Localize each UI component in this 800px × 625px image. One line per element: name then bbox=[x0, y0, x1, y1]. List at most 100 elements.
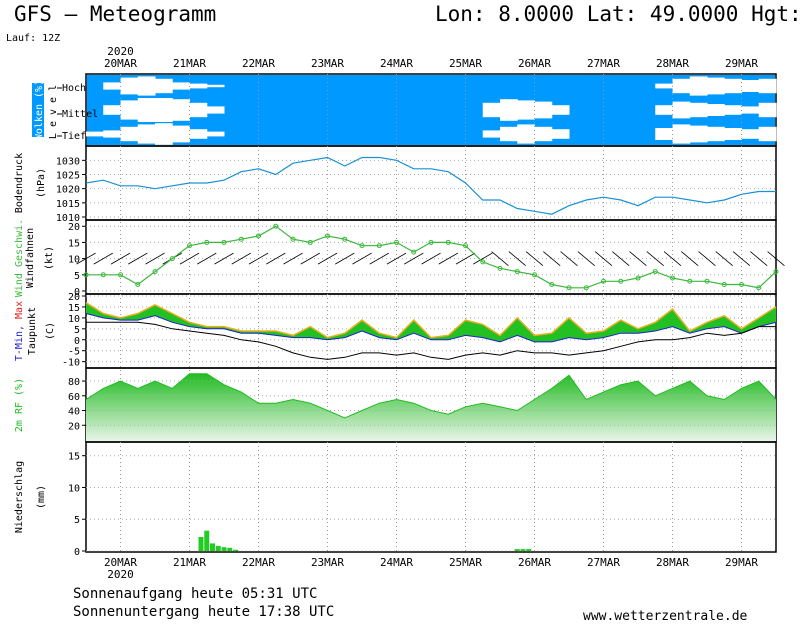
cloud-cell-tief-7 bbox=[206, 131, 225, 137]
wind-barb-34 bbox=[663, 251, 682, 266]
cloud-cell-tief-34 bbox=[672, 124, 691, 144]
cloud-cell-tief-37 bbox=[724, 128, 742, 140]
precip-bar-8 bbox=[520, 549, 526, 551]
cloud-cell-hoch-4 bbox=[155, 78, 173, 94]
wind-barb-35 bbox=[681, 251, 699, 266]
wind-tick-label-3: 15 bbox=[68, 238, 80, 249]
cloud-cell-hoch-39 bbox=[758, 78, 777, 94]
precip-bar-9 bbox=[526, 549, 532, 551]
wind-barb-12 bbox=[283, 252, 303, 265]
wind-speed-point-10 bbox=[256, 233, 261, 239]
wind-ylabel2: Windfahnen bbox=[25, 228, 36, 288]
precip-unit-group: (mm) bbox=[36, 485, 47, 509]
wind-speed-point-18 bbox=[394, 239, 399, 245]
wind-barb-4 bbox=[145, 252, 165, 265]
cloud-ylabel: Wolken (%) bbox=[34, 80, 45, 140]
cloud-cell-mittel-23 bbox=[482, 102, 501, 118]
location-coordinates: Lon: 8.0000 Lat: 49.0000 Hgt: 18 bbox=[435, 2, 800, 26]
wind-speed-point-37 bbox=[721, 282, 727, 288]
cloud-cell-tief-1 bbox=[103, 130, 121, 138]
wind-barb-9 bbox=[231, 252, 251, 265]
wind-barb-24 bbox=[491, 251, 509, 266]
wind-barb-10 bbox=[248, 252, 269, 265]
wind-barb-0 bbox=[76, 252, 96, 265]
wind-barb-23 bbox=[473, 252, 493, 265]
wind-speed-line bbox=[86, 225, 777, 289]
cloud-cell-tief-3 bbox=[137, 124, 156, 144]
cloud-cell-hoch-35 bbox=[689, 76, 708, 96]
wind-speed-point-39 bbox=[756, 285, 762, 291]
cloud-cell-mittel-37 bbox=[724, 105, 742, 115]
cloud-cell-mittel-24 bbox=[500, 99, 518, 121]
cloud-cell-tief-0 bbox=[86, 131, 104, 137]
humidity-tick-label-0: 20 bbox=[68, 421, 80, 432]
cloud-cell-mittel-4 bbox=[155, 98, 173, 122]
humidity-tick-label-2: 60 bbox=[68, 392, 80, 403]
date-label-top-1: 21MAR bbox=[173, 57, 206, 70]
precip-bar-6 bbox=[233, 549, 238, 551]
date-label-bottom-6: 26MAR bbox=[518, 556, 551, 569]
humidity-ylabel: 2m RF (%) bbox=[14, 378, 25, 432]
temperature-tick-label-3: 5 bbox=[74, 325, 80, 336]
pressure-tick-label-1: 1015 bbox=[56, 199, 80, 210]
temperature-ylabel2: Taupunkt bbox=[27, 307, 38, 355]
precip-bar-3 bbox=[215, 545, 221, 551]
cloud-cell-mittel-26 bbox=[534, 101, 553, 119]
wind-speed-point-30 bbox=[601, 278, 606, 284]
temperature-ylabel: T-Min, Max bbox=[14, 301, 25, 361]
wind-speed-point-16 bbox=[359, 243, 365, 249]
cloud-cell-hoch-2 bbox=[120, 77, 139, 95]
humidity-ylabel-group: 2m RF (%) bbox=[14, 378, 25, 432]
wind-barb-1 bbox=[93, 252, 113, 265]
wind-barb-39 bbox=[750, 251, 768, 266]
cloud-cell-mittel-35 bbox=[689, 102, 708, 118]
wind-speed-point-34 bbox=[670, 275, 675, 281]
wind-speed-point-20 bbox=[428, 239, 434, 245]
chart-title: GFS – Meteogramm bbox=[14, 2, 217, 26]
temperature-tick-label-1: -5 bbox=[68, 347, 80, 358]
wind-barb-21 bbox=[438, 252, 458, 265]
pressure-ylabel-group: Bodendruck bbox=[14, 153, 25, 213]
precip-ylabel: Niederschlag bbox=[14, 461, 25, 533]
wind-barb-14 bbox=[317, 252, 338, 265]
cloud-cell-mittel-7 bbox=[206, 106, 225, 114]
wind-barb-18 bbox=[386, 252, 407, 265]
humidity-tick-label-1: 40 bbox=[68, 407, 80, 418]
cloud-cell-tief-5 bbox=[172, 125, 190, 143]
wind-barb-20 bbox=[421, 252, 441, 265]
humidity-tick-label-3: 80 bbox=[68, 377, 80, 388]
temperature-tick-label-2: 0 bbox=[74, 336, 80, 347]
cloud-cell-tief-39 bbox=[758, 126, 777, 142]
wind-speed-point-14 bbox=[325, 233, 330, 239]
cloud-cell-hoch-37 bbox=[724, 78, 742, 94]
wind-barb-37 bbox=[715, 251, 733, 266]
cloud-cell-tief-25 bbox=[517, 124, 535, 144]
wind-barb-27 bbox=[543, 251, 561, 266]
wind-barb-28 bbox=[560, 251, 578, 266]
pressure-line bbox=[85, 156, 776, 215]
cloud-cell-tief-2 bbox=[120, 126, 139, 142]
wind-speed-point-2 bbox=[118, 272, 123, 278]
humidity-area bbox=[86, 373, 776, 441]
wind-barb-17 bbox=[369, 252, 389, 265]
date-label-bottom-5: 25MAR bbox=[449, 556, 482, 569]
cloud-cell-tief-24 bbox=[500, 126, 518, 142]
temperature-tick-label-4: 10 bbox=[68, 314, 80, 325]
wind-speed-point-9 bbox=[238, 236, 244, 242]
model-run-label: Lauf: 12Z bbox=[6, 33, 61, 44]
cloud-cell-tief-33 bbox=[655, 128, 673, 140]
date-label-bottom-4: 24MAR bbox=[380, 556, 413, 569]
wind-tick-label-0: 0 bbox=[74, 287, 80, 298]
wind-unit: (kt) bbox=[44, 246, 55, 270]
wind-barb-13 bbox=[300, 252, 320, 265]
wind-barb-2 bbox=[110, 252, 131, 265]
wind-speed-point-6 bbox=[187, 243, 192, 249]
date-label-top-5: 25MAR bbox=[449, 57, 482, 70]
temperature-ylabel-group: T-Min, Max bbox=[14, 301, 25, 361]
cloud-cell-hoch-33 bbox=[655, 83, 673, 89]
cloud-cell-mittel-27 bbox=[551, 105, 570, 115]
date-label-top-7: 27MAR bbox=[587, 57, 620, 70]
wind-speed-point-29 bbox=[583, 285, 589, 291]
wind-speed-point-7 bbox=[204, 239, 210, 245]
